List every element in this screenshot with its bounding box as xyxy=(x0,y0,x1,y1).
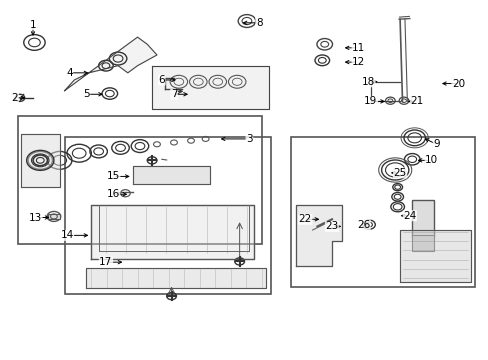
Polygon shape xyxy=(132,166,210,184)
Text: 18: 18 xyxy=(361,77,374,87)
Polygon shape xyxy=(86,267,266,288)
Text: 5: 5 xyxy=(83,89,90,99)
Text: 6: 6 xyxy=(158,75,165,85)
Text: 16: 16 xyxy=(106,189,120,199)
Polygon shape xyxy=(91,205,254,258)
Text: 14: 14 xyxy=(61,230,74,240)
Text: 2: 2 xyxy=(12,93,18,103)
Polygon shape xyxy=(21,134,60,187)
Text: 12: 12 xyxy=(351,57,365,67)
Polygon shape xyxy=(399,230,469,282)
Text: 21: 21 xyxy=(409,96,423,107)
Text: 25: 25 xyxy=(393,168,406,178)
Bar xyxy=(19,116,261,244)
Text: 24: 24 xyxy=(403,211,416,221)
Text: 1: 1 xyxy=(30,19,36,30)
Text: 3: 3 xyxy=(245,134,252,144)
Bar xyxy=(47,213,60,219)
Bar xyxy=(411,200,433,237)
Text: 4: 4 xyxy=(66,68,73,78)
Text: 11: 11 xyxy=(351,43,365,53)
Text: 26: 26 xyxy=(356,220,369,230)
Text: 23: 23 xyxy=(325,221,338,231)
Polygon shape xyxy=(64,37,157,91)
Text: 15: 15 xyxy=(106,171,120,181)
Text: 20: 20 xyxy=(451,78,464,89)
Bar xyxy=(290,137,474,287)
Polygon shape xyxy=(152,66,268,109)
Polygon shape xyxy=(295,205,341,266)
Text: 9: 9 xyxy=(432,139,439,149)
Text: 13: 13 xyxy=(29,212,42,222)
Text: 19: 19 xyxy=(364,96,377,107)
Text: 8: 8 xyxy=(255,18,262,28)
Bar xyxy=(64,137,271,294)
Text: 22: 22 xyxy=(298,214,311,224)
Bar xyxy=(411,235,433,251)
Text: 10: 10 xyxy=(424,156,437,165)
Text: 7: 7 xyxy=(170,89,177,99)
Text: 17: 17 xyxy=(99,257,112,267)
